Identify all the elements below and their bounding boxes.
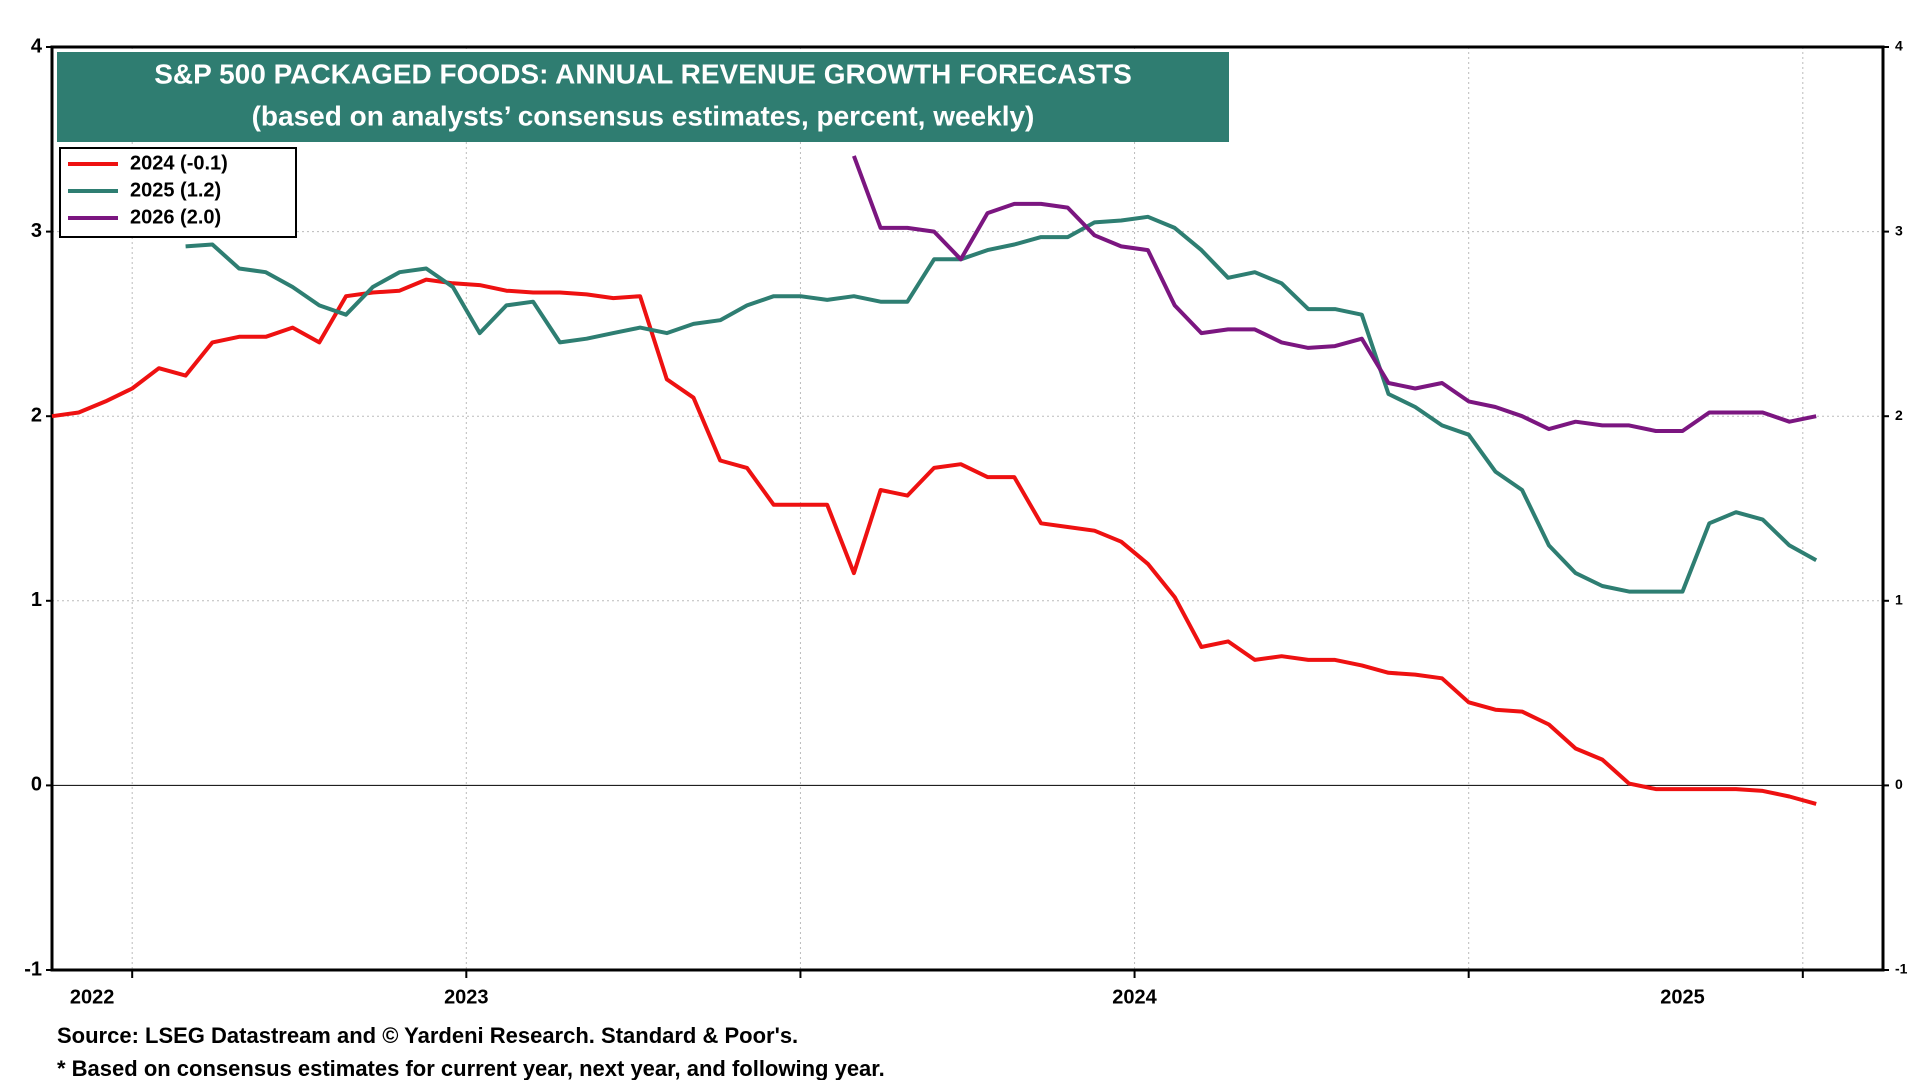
- y-tick-label: 3: [31, 220, 42, 242]
- y2-tick-label: 2: [1895, 407, 1903, 423]
- y-tick-label: 0: [31, 774, 42, 796]
- chart-title: S&P 500 PACKAGED FOODS: ANNUAL REVENUE G…: [154, 58, 1132, 89]
- y-tick-label: -1: [24, 958, 42, 980]
- x-tick-label: 2022: [70, 986, 115, 1008]
- series-line: [852, 155, 1817, 433]
- legend-label: 2024 (-0.1): [130, 152, 228, 174]
- plot-frame: [50, 45, 1885, 972]
- y-tick-label: 4: [31, 35, 43, 57]
- x-tick-label: 2024: [1112, 986, 1157, 1008]
- y2-tick-label: -1: [1895, 961, 1908, 977]
- title-box: [57, 52, 1229, 142]
- y-tick-label: 2: [31, 404, 42, 426]
- series-line: [185, 214, 1818, 594]
- y-tick-label: 1: [31, 589, 42, 611]
- series-line: [51, 277, 1817, 806]
- x-tick-label: 2023: [444, 986, 489, 1008]
- x-tick-label: 2025: [1660, 986, 1705, 1008]
- source-note: Source: LSEG Datastream and © Yardeni Re…: [57, 1023, 798, 1048]
- chart-subtitle: (based on analysts’ consensus estimates,…: [252, 100, 1035, 131]
- legend-label: 2026 (2.0): [130, 206, 221, 228]
- y2-tick-label: 1: [1895, 592, 1903, 608]
- y2-tick-label: 4: [1895, 38, 1903, 54]
- legend-label: 2025 (1.2): [130, 179, 221, 201]
- y2-tick-label: 3: [1895, 222, 1903, 238]
- y2-tick-label: 0: [1895, 776, 1903, 792]
- footnote: * Based on consensus estimates for curre…: [57, 1056, 885, 1080]
